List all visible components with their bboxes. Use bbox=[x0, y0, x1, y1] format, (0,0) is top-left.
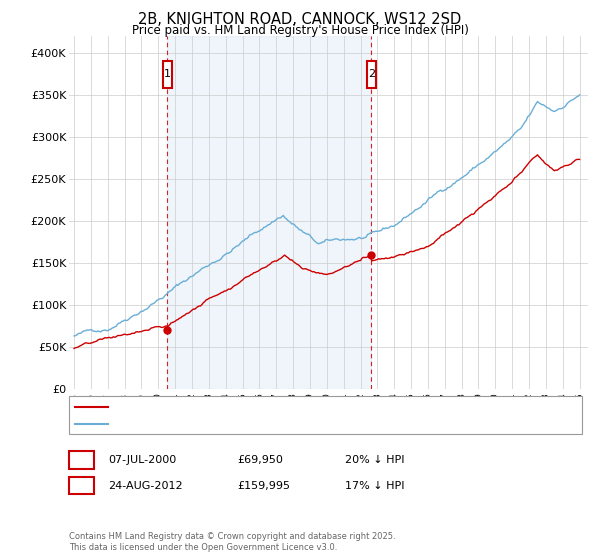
Text: 2B, KNIGHTON ROAD, CANNOCK, WS12 2SD: 2B, KNIGHTON ROAD, CANNOCK, WS12 2SD bbox=[139, 12, 461, 27]
Text: £159,995: £159,995 bbox=[237, 480, 290, 491]
Text: £69,950: £69,950 bbox=[237, 455, 283, 465]
Text: 2: 2 bbox=[368, 69, 375, 79]
Bar bbox=[167, 36, 371, 389]
Text: 1: 1 bbox=[77, 454, 86, 467]
Text: 20% ↓ HPI: 20% ↓ HPI bbox=[345, 455, 404, 465]
Text: Price paid vs. HM Land Registry's House Price Index (HPI): Price paid vs. HM Land Registry's House … bbox=[131, 24, 469, 36]
Text: 2B, KNIGHTON ROAD, CANNOCK, WS12 2SD (detached house): 2B, KNIGHTON ROAD, CANNOCK, WS12 2SD (de… bbox=[113, 402, 454, 412]
Text: 07-JUL-2000: 07-JUL-2000 bbox=[108, 455, 176, 465]
Text: 17% ↓ HPI: 17% ↓ HPI bbox=[345, 480, 404, 491]
Text: 1: 1 bbox=[164, 69, 171, 79]
Text: Contains HM Land Registry data © Crown copyright and database right 2025.
This d: Contains HM Land Registry data © Crown c… bbox=[69, 532, 395, 552]
Bar bbox=[367, 61, 376, 87]
Bar bbox=[163, 61, 172, 87]
Text: HPI: Average price, detached house, Cannock Chase: HPI: Average price, detached house, Cann… bbox=[113, 419, 400, 429]
Text: 2: 2 bbox=[77, 479, 86, 492]
Text: 24-AUG-2012: 24-AUG-2012 bbox=[108, 480, 182, 491]
